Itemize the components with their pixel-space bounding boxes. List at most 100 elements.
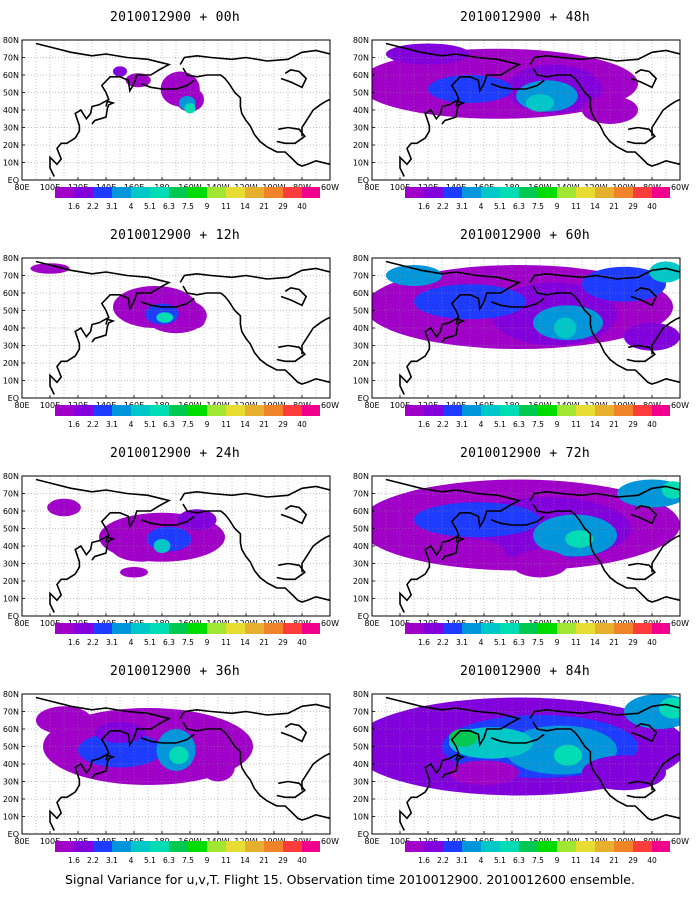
- lat-tick-label: 60N: [353, 71, 369, 80]
- colorbar-swatch: [207, 187, 226, 198]
- colorbar-swatch: [633, 841, 652, 852]
- colorbar-tick-label: 6.3: [513, 420, 525, 429]
- colorbar-swatch: [264, 405, 283, 416]
- variance-contour: [125, 73, 151, 88]
- variance-contour: [113, 66, 127, 77]
- colorbar-swatch: [169, 841, 188, 852]
- map-panel: 2010012900 + 48h 80N 70N 60N 50N 40N 30N 20N 10N…: [350, 0, 700, 215]
- colorbar-swatch: [443, 841, 462, 852]
- lat-tick-label: 50N: [353, 743, 369, 752]
- variance-map: 80N70N60N50N40N30N20N10NEQ80E100E120E140…: [353, 690, 689, 846]
- colorbar-tick-label: 3.1: [106, 420, 118, 429]
- colorbar-tick-label: 6.3: [163, 856, 175, 865]
- colorbar-tick-label: 2.2: [87, 202, 99, 211]
- variance-contour: [47, 498, 81, 517]
- variance-contour: [624, 694, 680, 729]
- colorbar-swatch: [283, 405, 302, 416]
- colorbar: 1.6 2.2 3.1 4 5.1 6.3 7.5 9 11 14 21 29 40: [405, 187, 671, 211]
- colorbar-swatch: [207, 405, 226, 416]
- colorbar-swatch: [188, 623, 207, 634]
- coastline: [140, 515, 195, 526]
- coastline: [532, 285, 680, 385]
- colorbar-swatch: [283, 623, 302, 634]
- colorbar-tick-label: 9: [555, 420, 560, 429]
- lat-tick-label: 40N: [3, 760, 19, 769]
- lat-tick-label: 70N: [353, 490, 369, 499]
- colorbar-tick-label: 5.1: [144, 856, 156, 865]
- coastline: [301, 98, 330, 137]
- lat-tick-label: 20N: [353, 577, 369, 586]
- colorbar-swatch: [405, 187, 424, 198]
- lat-tick-label: 80N: [3, 690, 19, 699]
- colorbar-tick-label: 29: [628, 420, 638, 429]
- variance-contour: [649, 261, 680, 283]
- coastline: [532, 67, 680, 167]
- lat-tick-label: 80N: [353, 472, 369, 481]
- lon-tick-label: 80E: [14, 837, 29, 846]
- colorbar-tick-label: 1.6: [68, 202, 80, 211]
- coastline: [651, 316, 680, 355]
- lat-tick-label: 20N: [3, 359, 19, 368]
- lat-tick-label: 80N: [353, 254, 369, 263]
- colorbar-swatch: [443, 405, 462, 416]
- lat-tick-label: 30N: [3, 560, 19, 569]
- lon-tick-label: 100E: [40, 401, 60, 410]
- coastline: [276, 126, 306, 145]
- variance-map: 80N70N60N50N40N30N20N10NEQ80E100E120E140…: [3, 254, 339, 410]
- colorbar-tick-label: 21: [609, 202, 619, 211]
- lat-tick-label: 60N: [353, 507, 369, 516]
- colorbar-swatch: [481, 841, 500, 852]
- coastline: [529, 267, 680, 283]
- lon-tick-label: 60W: [671, 183, 689, 192]
- colorbar-tick-label: 29: [278, 638, 288, 647]
- colorbar: 1.6 2.2 3.1 4 5.1 6.3 7.5 9 11 14 21 29 40: [55, 841, 321, 865]
- colorbar-swatch: [150, 405, 169, 416]
- colorbar-tick-label: 3.1: [456, 420, 468, 429]
- panel-title: 2010012900 + 48h: [459, 10, 591, 25]
- coastline: [276, 344, 306, 363]
- map-panel: 2010012900 + 12h 80N 70N 60N 50N 40N 30N 20N 10N…: [0, 218, 350, 433]
- lon-tick-label: 60W: [321, 619, 339, 628]
- coastline: [182, 285, 330, 385]
- colorbar-swatch: [131, 623, 150, 634]
- lon-tick-label: 100E: [40, 183, 60, 192]
- colorbar-swatch: [443, 623, 462, 634]
- colorbar-tick-label: 6.3: [163, 202, 175, 211]
- panel-title: 2010012900 + 36h: [109, 664, 241, 679]
- colorbar-swatch: [226, 623, 245, 634]
- colorbar-tick-label: 3.1: [456, 638, 468, 647]
- coastline: [626, 780, 656, 799]
- colorbar-tick-label: 11: [221, 856, 231, 865]
- colorbar-swatch: [595, 841, 614, 852]
- colorbar-swatch: [614, 623, 633, 634]
- colorbar-swatch: [93, 841, 112, 852]
- colorbar-tick-label: 4: [129, 420, 134, 429]
- lat-tick-label: 60N: [3, 507, 19, 516]
- colorbar-swatch: [55, 623, 74, 634]
- lon-tick-label: 80E: [14, 183, 29, 192]
- colorbar-swatch: [112, 841, 131, 852]
- colorbar-tick-label: 9: [555, 638, 560, 647]
- lat-tick-label: 80N: [353, 36, 369, 45]
- colorbar-swatch: [481, 187, 500, 198]
- lat-tick-label: 70N: [353, 272, 369, 281]
- lon-tick-label: 100E: [390, 837, 410, 846]
- colorbar-swatch: [595, 405, 614, 416]
- coastline: [179, 267, 330, 283]
- colorbar-tick-label: 3.1: [106, 638, 118, 647]
- lat-tick-label: 70N: [353, 54, 369, 63]
- lon-tick-label: 100E: [390, 619, 410, 628]
- coastline: [385, 42, 522, 177]
- coastline: [385, 260, 522, 395]
- colorbar-tick-label: 11: [571, 856, 581, 865]
- colorbar-tick-label: 40: [647, 638, 657, 647]
- variance-contour: [156, 312, 174, 323]
- colorbar-tick-label: 11: [571, 202, 581, 211]
- coastline: [280, 68, 308, 89]
- colorbar-tick-label: 6.3: [163, 638, 175, 647]
- colorbar-swatch: [283, 841, 302, 852]
- coastline: [276, 780, 306, 799]
- colorbar-swatch: [538, 841, 557, 852]
- colorbar-swatch: [169, 405, 188, 416]
- colorbar-swatch: [424, 187, 443, 198]
